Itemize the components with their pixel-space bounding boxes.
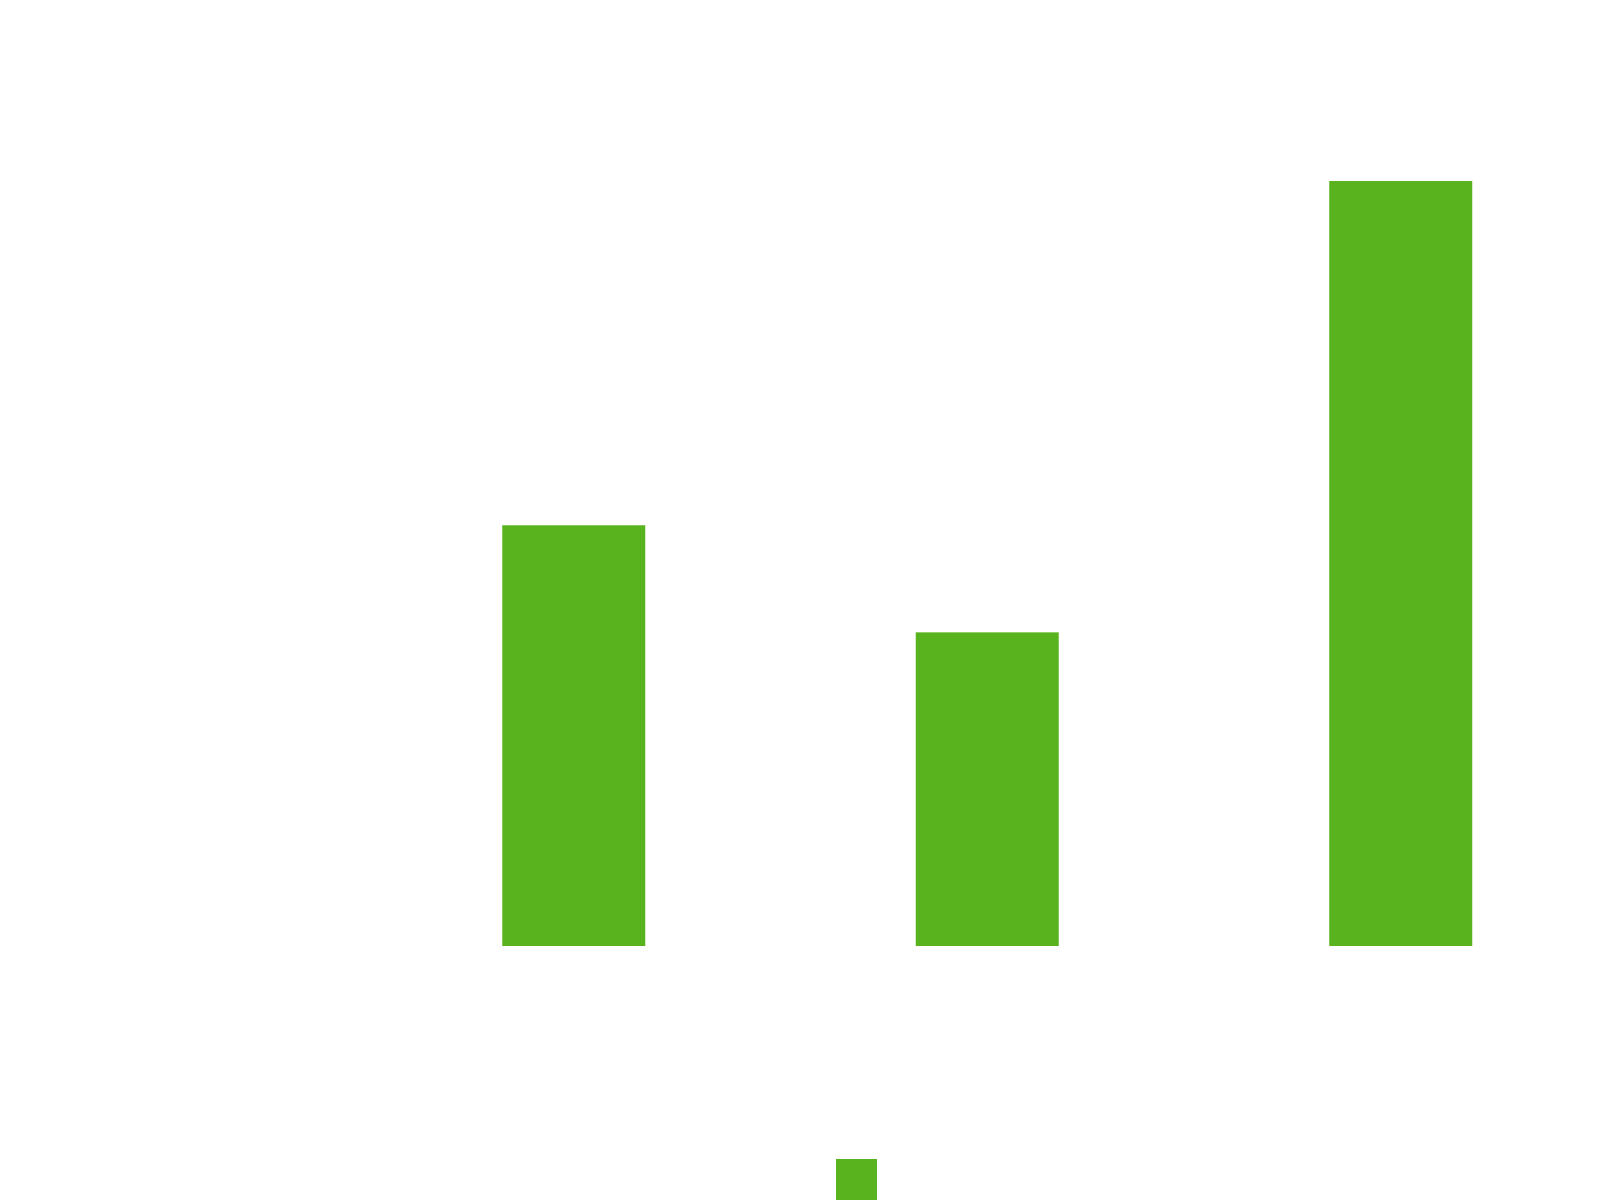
legend-swatch (836, 1159, 877, 1200)
bar (1329, 181, 1473, 946)
bar (915, 632, 1059, 946)
bar (502, 525, 646, 946)
